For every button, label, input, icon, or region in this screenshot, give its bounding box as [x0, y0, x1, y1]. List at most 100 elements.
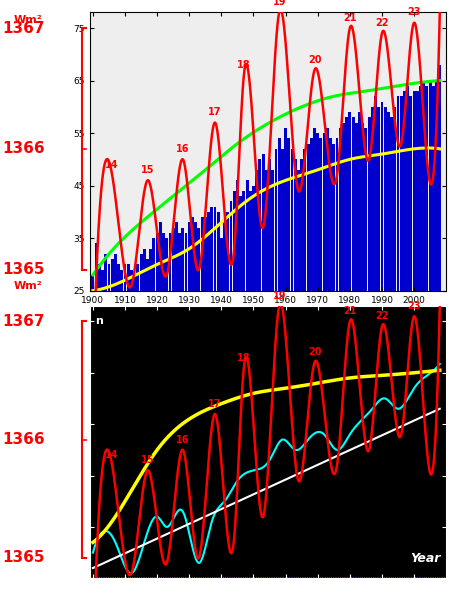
- Bar: [341, 122, 344, 422]
- Bar: [322, 133, 325, 422]
- Text: Year: Year: [415, 309, 445, 322]
- Text: n: n: [95, 316, 103, 326]
- Bar: [264, 170, 267, 422]
- Text: 16: 16: [176, 435, 189, 445]
- Bar: [396, 96, 398, 422]
- Bar: [252, 185, 254, 422]
- Text: Wm²: Wm²: [14, 15, 42, 25]
- Bar: [207, 212, 209, 422]
- Bar: [203, 217, 206, 422]
- Bar: [437, 65, 440, 422]
- Bar: [104, 254, 107, 422]
- Bar: [354, 122, 357, 422]
- Text: 14: 14: [105, 160, 119, 170]
- Text: 23: 23: [407, 7, 420, 18]
- Bar: [184, 233, 187, 422]
- Bar: [149, 248, 152, 422]
- Bar: [425, 86, 427, 422]
- Bar: [277, 138, 280, 422]
- Text: Wm²: Wm²: [14, 281, 42, 291]
- Text: 17: 17: [208, 107, 221, 118]
- Bar: [392, 107, 395, 422]
- Text: 17: 17: [208, 399, 221, 409]
- Bar: [242, 191, 245, 422]
- Bar: [91, 275, 94, 422]
- Text: 15: 15: [140, 165, 154, 175]
- Bar: [344, 118, 347, 422]
- Bar: [290, 149, 293, 422]
- Text: 21: 21: [342, 306, 356, 316]
- Bar: [389, 118, 392, 422]
- Bar: [239, 196, 241, 422]
- Text: 20: 20: [307, 348, 320, 357]
- Bar: [120, 270, 123, 422]
- Bar: [98, 264, 101, 422]
- Bar: [405, 86, 408, 422]
- Bar: [123, 264, 126, 422]
- Bar: [226, 212, 229, 422]
- Bar: [187, 222, 190, 422]
- Bar: [431, 86, 434, 422]
- Bar: [219, 238, 222, 422]
- Bar: [140, 254, 142, 422]
- Bar: [197, 228, 200, 422]
- Text: 18: 18: [236, 60, 250, 70]
- Bar: [235, 181, 238, 422]
- Text: 19: 19: [272, 291, 285, 301]
- Bar: [376, 107, 380, 422]
- Bar: [216, 212, 219, 422]
- Bar: [402, 91, 405, 422]
- Bar: [114, 254, 117, 422]
- Bar: [268, 159, 270, 422]
- Bar: [143, 248, 146, 422]
- Bar: [171, 228, 174, 422]
- Bar: [95, 244, 97, 422]
- Text: 1367: 1367: [2, 20, 45, 35]
- Bar: [325, 128, 328, 422]
- Bar: [399, 96, 402, 422]
- Bar: [223, 222, 225, 422]
- Bar: [248, 191, 251, 422]
- Bar: [331, 144, 335, 422]
- Bar: [284, 128, 286, 422]
- Bar: [271, 170, 274, 422]
- Bar: [338, 128, 341, 422]
- Text: 14: 14: [105, 450, 119, 460]
- Bar: [165, 238, 168, 422]
- Bar: [386, 112, 389, 422]
- Bar: [293, 159, 296, 422]
- Text: 1366: 1366: [2, 432, 45, 447]
- Bar: [412, 91, 414, 422]
- Bar: [434, 81, 437, 422]
- Bar: [210, 207, 213, 422]
- Bar: [329, 138, 331, 422]
- Bar: [297, 170, 299, 422]
- Bar: [152, 238, 155, 422]
- Bar: [421, 81, 424, 422]
- Text: Year: Year: [409, 552, 440, 565]
- Bar: [367, 118, 370, 422]
- Bar: [258, 159, 261, 422]
- Text: 1366: 1366: [2, 141, 45, 156]
- Bar: [300, 159, 302, 422]
- Text: 1367: 1367: [2, 314, 45, 329]
- Bar: [200, 217, 203, 422]
- Text: 18: 18: [236, 353, 250, 362]
- Bar: [360, 122, 364, 422]
- Bar: [162, 233, 165, 422]
- Text: 1365: 1365: [2, 262, 45, 277]
- Bar: [383, 107, 386, 422]
- Text: 21: 21: [342, 13, 356, 23]
- Bar: [232, 191, 235, 422]
- Bar: [111, 259, 113, 422]
- Bar: [146, 259, 149, 422]
- Bar: [409, 96, 411, 422]
- Bar: [370, 107, 373, 422]
- Bar: [347, 112, 351, 422]
- Bar: [133, 275, 136, 422]
- Text: 15: 15: [140, 455, 154, 465]
- Bar: [174, 222, 178, 422]
- Bar: [127, 264, 129, 422]
- Text: 16: 16: [176, 144, 189, 154]
- Bar: [313, 128, 315, 422]
